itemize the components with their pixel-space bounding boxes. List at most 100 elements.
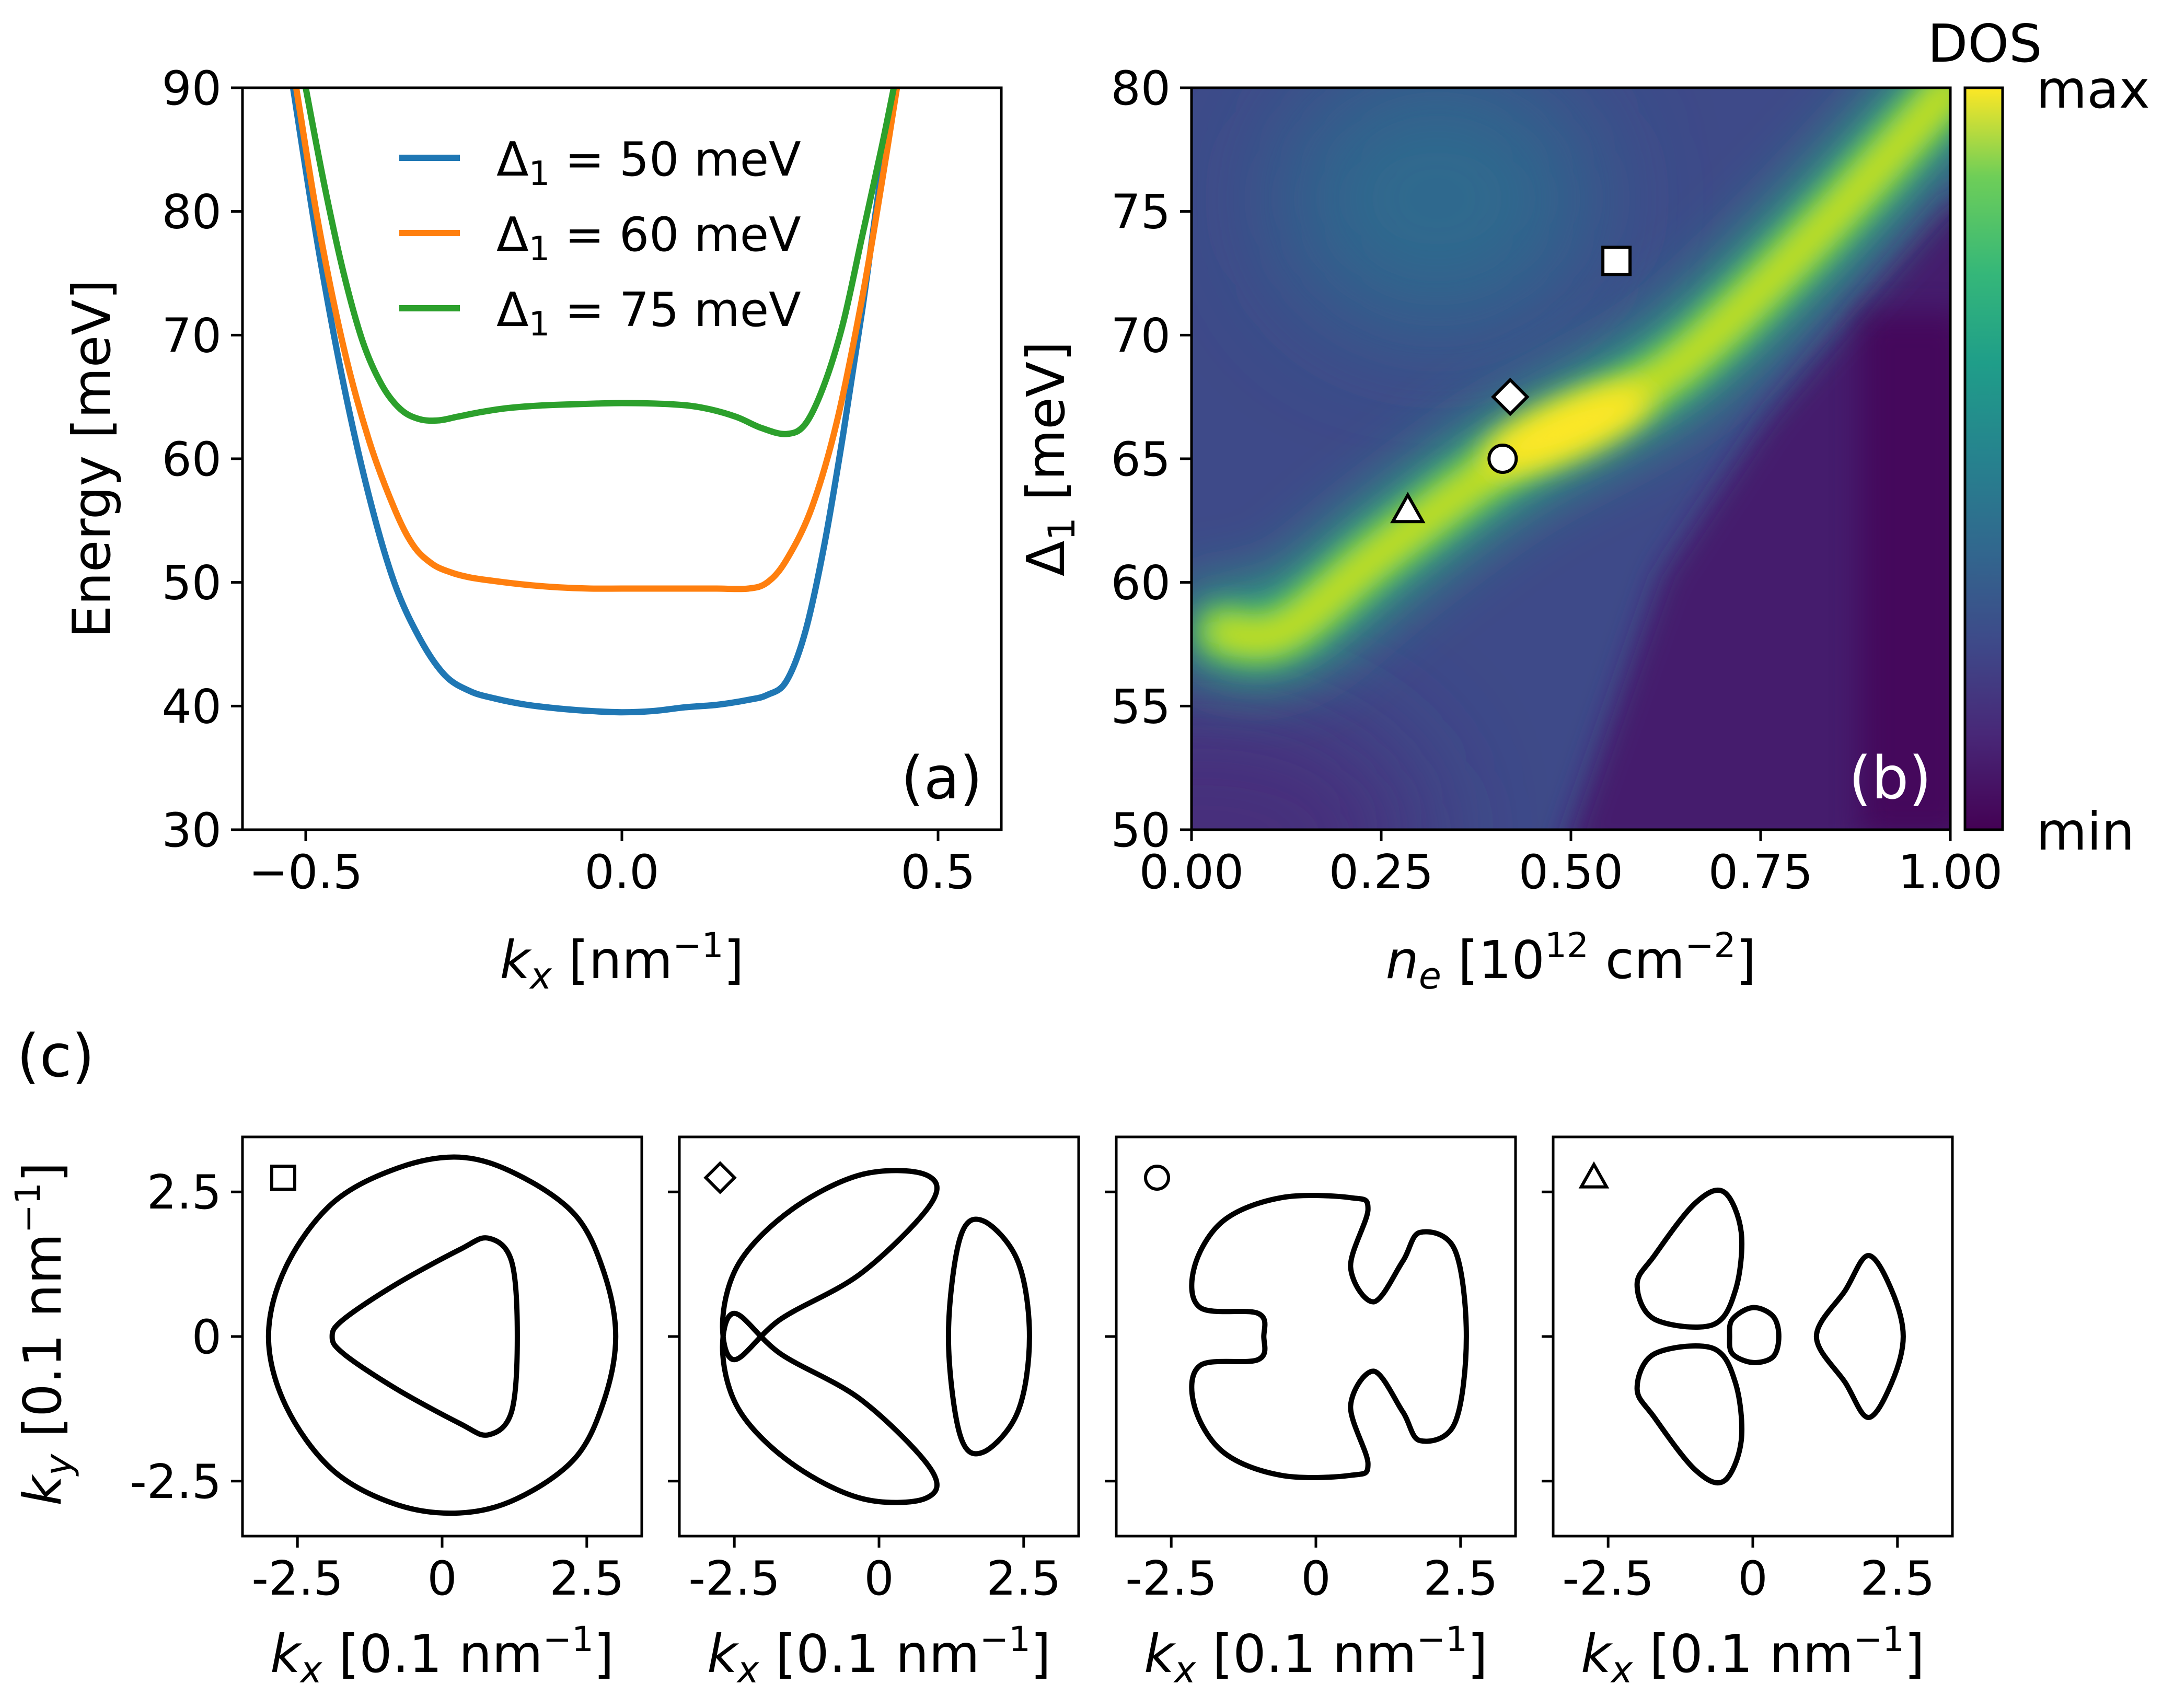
y-tick-label: 70 [161, 308, 222, 363]
subplot-triangle: -2.5 0 2.5 kx [0.1 nm−1] [1542, 1135, 1954, 1691]
colorbar-min-label: min [2036, 801, 2135, 862]
panel-a-series [290, 88, 900, 716]
fermi-contour [265, 1154, 619, 1516]
panel-b: 0.00 0.25 0.50 0.75 1.00 50 55 60 65 70 75 80 ne [… [1015, 13, 2150, 997]
subplot-xlabel: kx [0.1 nm−1] [1581, 1619, 1925, 1691]
y-tick-label: 0 [192, 1310, 222, 1365]
subplot-diamond: -2.5 0 2.5 kx [0.1 nm−1] [668, 1135, 1080, 1691]
panel-a-x-ticks: −0.5 0.0 0.5 [249, 830, 976, 900]
series-line-3 [303, 88, 897, 437]
x-tick-label: -2.5 [1125, 1551, 1217, 1606]
panel-b-markers [1390, 246, 1632, 524]
subplot-frame [1552, 1135, 1954, 1538]
fermi-contour [1813, 1253, 1906, 1420]
subplot-marker-triangle [1578, 1161, 1610, 1189]
fermi-contour [1189, 1193, 1469, 1480]
y-tick-label: 90 [161, 61, 222, 116]
subplot-frame [678, 1135, 1080, 1538]
heatmap-image [1192, 88, 1950, 830]
subplot-square: -2.5 0 2.5 2.5 0 -2.5 kx [0.1 nm−1] [130, 1135, 643, 1691]
panel-a: −0.5 0.0 0.5 30 40 50 60 70 80 90 kx [nm−1] Ener… [61, 61, 1003, 997]
x-tick-label: 2.5 [1423, 1551, 1498, 1606]
x-tick-label: 0.0 [584, 845, 659, 900]
marker-triangle [1390, 492, 1426, 524]
y-tick-label: 55 [1111, 679, 1171, 734]
y-tick-label: -2.5 [130, 1455, 222, 1509]
subplot-marker-diamond [703, 1161, 737, 1194]
colorbar [1965, 88, 2003, 830]
x-tick-label: 0 [427, 1551, 457, 1606]
fermi-contour [1727, 1305, 1782, 1365]
subplot-xlabel: kx [0.1 nm−1] [707, 1619, 1051, 1691]
y-tick-label: 80 [161, 185, 222, 240]
subplot-xlabel: kx [0.1 nm−1] [1144, 1619, 1488, 1691]
y-tick-label: 50 [161, 556, 222, 611]
subplot-marker-circle [1144, 1165, 1170, 1191]
colorbar-frame [1963, 86, 2004, 831]
x-tick-label: 0.00 [1139, 845, 1244, 900]
y-tick-label: 65 [1111, 432, 1171, 487]
panel-b-x-ticks: 0.00 0.25 0.50 0.75 1.00 [1139, 830, 2003, 900]
subplot-frame [1115, 1135, 1517, 1538]
colorbar-max-label: max [2036, 59, 2150, 120]
panel-a-xlabel: kx [nm−1] [500, 925, 744, 997]
subplot-xlabel: kx [0.1 nm−1] [270, 1619, 614, 1691]
panel-a-y-ticks: 30 40 50 60 70 80 90 [161, 61, 242, 858]
panel-a-frame [241, 86, 1003, 831]
x-tick-label: −0.5 [249, 845, 363, 900]
x-tick-label: 0 [864, 1551, 894, 1606]
y-tick-label: 50 [1111, 803, 1171, 858]
y-tick-label: 40 [161, 679, 222, 734]
y-tick-label: 75 [1111, 185, 1171, 240]
legend-label: Δ1 = 50 meV [496, 132, 801, 193]
panel-c-label: (c) [17, 1023, 95, 1090]
panel-c: (c) -2.5 0 2.5 2.5 0 -2.5 kx [0.1 nm−1] -2.5 0 2.… [8, 1023, 1954, 1691]
y-tick-label: 2.5 [147, 1165, 222, 1220]
marker-diamond [1491, 377, 1530, 416]
x-tick-label: 0.75 [1708, 845, 1813, 900]
x-tick-label: 0.50 [1519, 845, 1623, 900]
fermi-contour [1634, 1343, 1744, 1486]
x-tick-label: 0.5 [900, 845, 975, 900]
y-tick-label: 30 [161, 803, 222, 858]
x-tick-label: 1.00 [1898, 845, 2003, 900]
panel-b-ylabel: Δ1 [meV] [1015, 341, 1083, 576]
fermi-contour [1634, 1187, 1744, 1330]
x-tick-label: -2.5 [688, 1551, 780, 1606]
panel-b-y-ticks: 50 55 60 65 70 75 80 [1111, 61, 1192, 858]
legend-label: Δ1 = 60 meV [496, 207, 801, 269]
y-tick-label: 70 [1111, 308, 1171, 363]
y-tick-label: 60 [161, 432, 222, 487]
x-tick-label: 2.5 [549, 1551, 624, 1606]
panel-c-ylabel: ky [0.1 nm−1] [8, 1162, 80, 1506]
fermi-contour [329, 1235, 520, 1438]
y-tick-label: 60 [1111, 556, 1171, 611]
panel-b-label: (b) [1849, 745, 1932, 812]
panel-a-ylabel: Energy [meV] [61, 279, 122, 638]
x-tick-label: -2.5 [251, 1551, 343, 1606]
x-tick-label: 0 [1301, 1551, 1331, 1606]
x-tick-label: 0 [1738, 1551, 1767, 1606]
y-tick-label: 80 [1111, 61, 1171, 116]
x-tick-label: 2.5 [1860, 1551, 1935, 1606]
marker-square [1601, 246, 1632, 276]
series-line-2 [293, 88, 900, 592]
subplot-frame [241, 1135, 643, 1538]
x-tick-label: -2.5 [1562, 1551, 1654, 1606]
fermi-contour [945, 1216, 1032, 1457]
x-tick-label: 0.25 [1329, 845, 1433, 900]
subplot-circle: -2.5 0 2.5 kx [0.1 nm−1] [1105, 1135, 1517, 1691]
subplot-marker-square [270, 1165, 296, 1191]
fermi-contour [720, 1168, 940, 1363]
legend-label: Δ1 = 75 meV [496, 283, 801, 344]
panel-c-subplots: -2.5 0 2.5 2.5 0 -2.5 kx [0.1 nm−1] -2.5 0 2.5 kx … [130, 1135, 1954, 1691]
colorbar-title: DOS [1927, 13, 2042, 74]
panel-b-xlabel: ne [1012 cm−2] [1386, 925, 1756, 997]
panel-a-label: (a) [901, 745, 982, 812]
series-line-1 [290, 88, 900, 716]
fermi-contour [720, 1310, 940, 1505]
x-tick-label: 2.5 [986, 1551, 1061, 1606]
panel-a-legend: Δ1 = 50 meV Δ1 = 60 meV Δ1 = 75 meV [399, 132, 801, 344]
marker-circle [1487, 444, 1518, 474]
